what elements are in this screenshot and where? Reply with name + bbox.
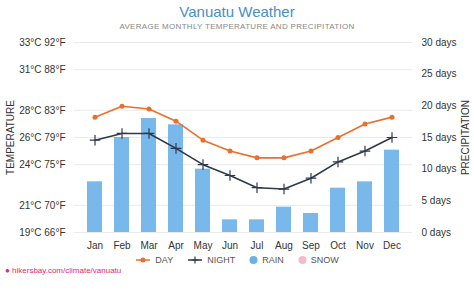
svg-text:33°C 92°F: 33°C 92°F [19, 37, 65, 48]
svg-text:Sep: Sep [302, 240, 320, 251]
html-text:SNOW: SNOW [310, 255, 339, 265]
svg-text:Nov: Nov [356, 240, 374, 251]
html-text:AVERAGE MONTHLY TEMPERATURE AN: AVERAGE MONTHLY TEMPERATURE AND PRECIPIT… [119, 22, 355, 31]
html-text:RAIN: RAIN [262, 255, 284, 265]
html-text:Vanuatu Weather: Vanuatu Weather [179, 3, 295, 20]
svg-text:Oct: Oct [330, 240, 346, 251]
svg-text:31°C 88°F: 31°C 88°F [19, 64, 65, 75]
svg-text:Feb: Feb [113, 240, 131, 251]
html-text:● hikersbay.com/climate/vanuat: ● hikersbay.com/climate/vanuatu [5, 266, 122, 275]
svg-text:Apr: Apr [168, 240, 184, 251]
svg-text:28°C 83°F: 28°C 83°F [19, 105, 65, 116]
svg-text:Jun: Jun [222, 240, 238, 251]
svg-text:Jan: Jan [87, 240, 103, 251]
svg-text:May: May [194, 240, 213, 251]
svg-text:Aug: Aug [275, 240, 293, 251]
svg-text:PRECIPITATION: PRECIPITATION [460, 100, 471, 175]
svg-text:0 days: 0 days [422, 227, 451, 238]
svg-text:21°C 70°F: 21°C 70°F [19, 200, 65, 211]
svg-text:Mar: Mar [140, 240, 158, 251]
svg-text:19°C 66°F: 19°C 66°F [19, 227, 65, 238]
svg-text:Dec: Dec [383, 240, 401, 251]
html-text:DAY: DAY [155, 255, 174, 265]
svg-text:20 days: 20 days [422, 100, 457, 111]
svg-text:24°C 75°F: 24°C 75°F [19, 159, 65, 170]
svg-text:5 days: 5 days [422, 195, 451, 206]
svg-text:TEMPERATURE: TEMPERATURE [5, 100, 16, 175]
svg-text:30 days: 30 days [422, 37, 457, 48]
svg-text:15 days: 15 days [422, 132, 457, 143]
svg-text:10 days: 10 days [422, 163, 457, 174]
svg-text:26°C 79°F: 26°C 79°F [19, 132, 65, 143]
svg-text:Jul: Jul [251, 240, 264, 251]
svg-text:25 days: 25 days [422, 68, 457, 79]
html-text:NIGHT: NIGHT [207, 255, 236, 265]
